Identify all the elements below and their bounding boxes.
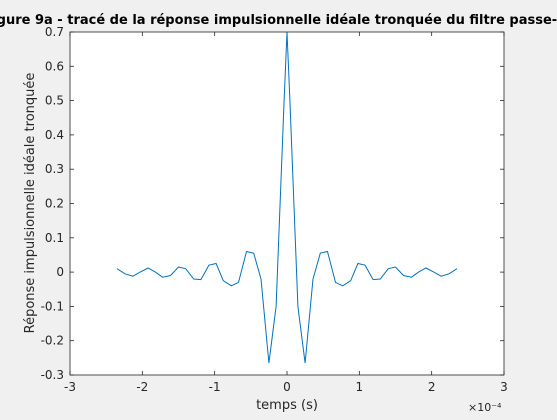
y-tick-label: 0.5 bbox=[45, 94, 64, 108]
y-axis-label: Réponse impulsionnelle idéale tronquée bbox=[23, 73, 38, 334]
y-tick-label: 0.3 bbox=[45, 162, 64, 176]
chart-title: Figure 9a - tracé de la réponse impulsio… bbox=[0, 13, 557, 28]
y-tick-label: 0.7 bbox=[45, 25, 64, 39]
y-tick-label: 0 bbox=[56, 265, 64, 279]
y-tick-label: 0.1 bbox=[45, 231, 64, 245]
x-tick-label: -2 bbox=[136, 380, 148, 394]
x-tick-label: 1 bbox=[356, 380, 364, 394]
x-axis-label: temps (s) bbox=[256, 398, 318, 413]
x-tick-label: -1 bbox=[209, 380, 221, 394]
axes-box bbox=[69, 31, 505, 376]
y-tick-label: 0.2 bbox=[45, 197, 64, 211]
x-tick-label: 2 bbox=[428, 380, 436, 394]
y-tick-label: -0.2 bbox=[41, 334, 64, 348]
x-tick-label: 0 bbox=[283, 380, 291, 394]
ticks: -3 -2 -1 0 1 2 3 0.7 0.6 0.5 0.4 0.3 0.2 0.1 0 -0.1 -0.2… bbox=[41, 25, 508, 394]
x-tick-label: -3 bbox=[64, 380, 76, 394]
y-tick-label: 0.6 bbox=[45, 59, 64, 73]
x-exponent-label: ×10⁻⁴ bbox=[468, 401, 502, 414]
x-tick-label: 3 bbox=[500, 380, 508, 394]
axes-background bbox=[70, 32, 504, 375]
y-tick-label: 0.4 bbox=[45, 128, 64, 142]
y-tick-label: -0.1 bbox=[41, 299, 64, 313]
y-tick-label: -0.3 bbox=[41, 368, 64, 382]
